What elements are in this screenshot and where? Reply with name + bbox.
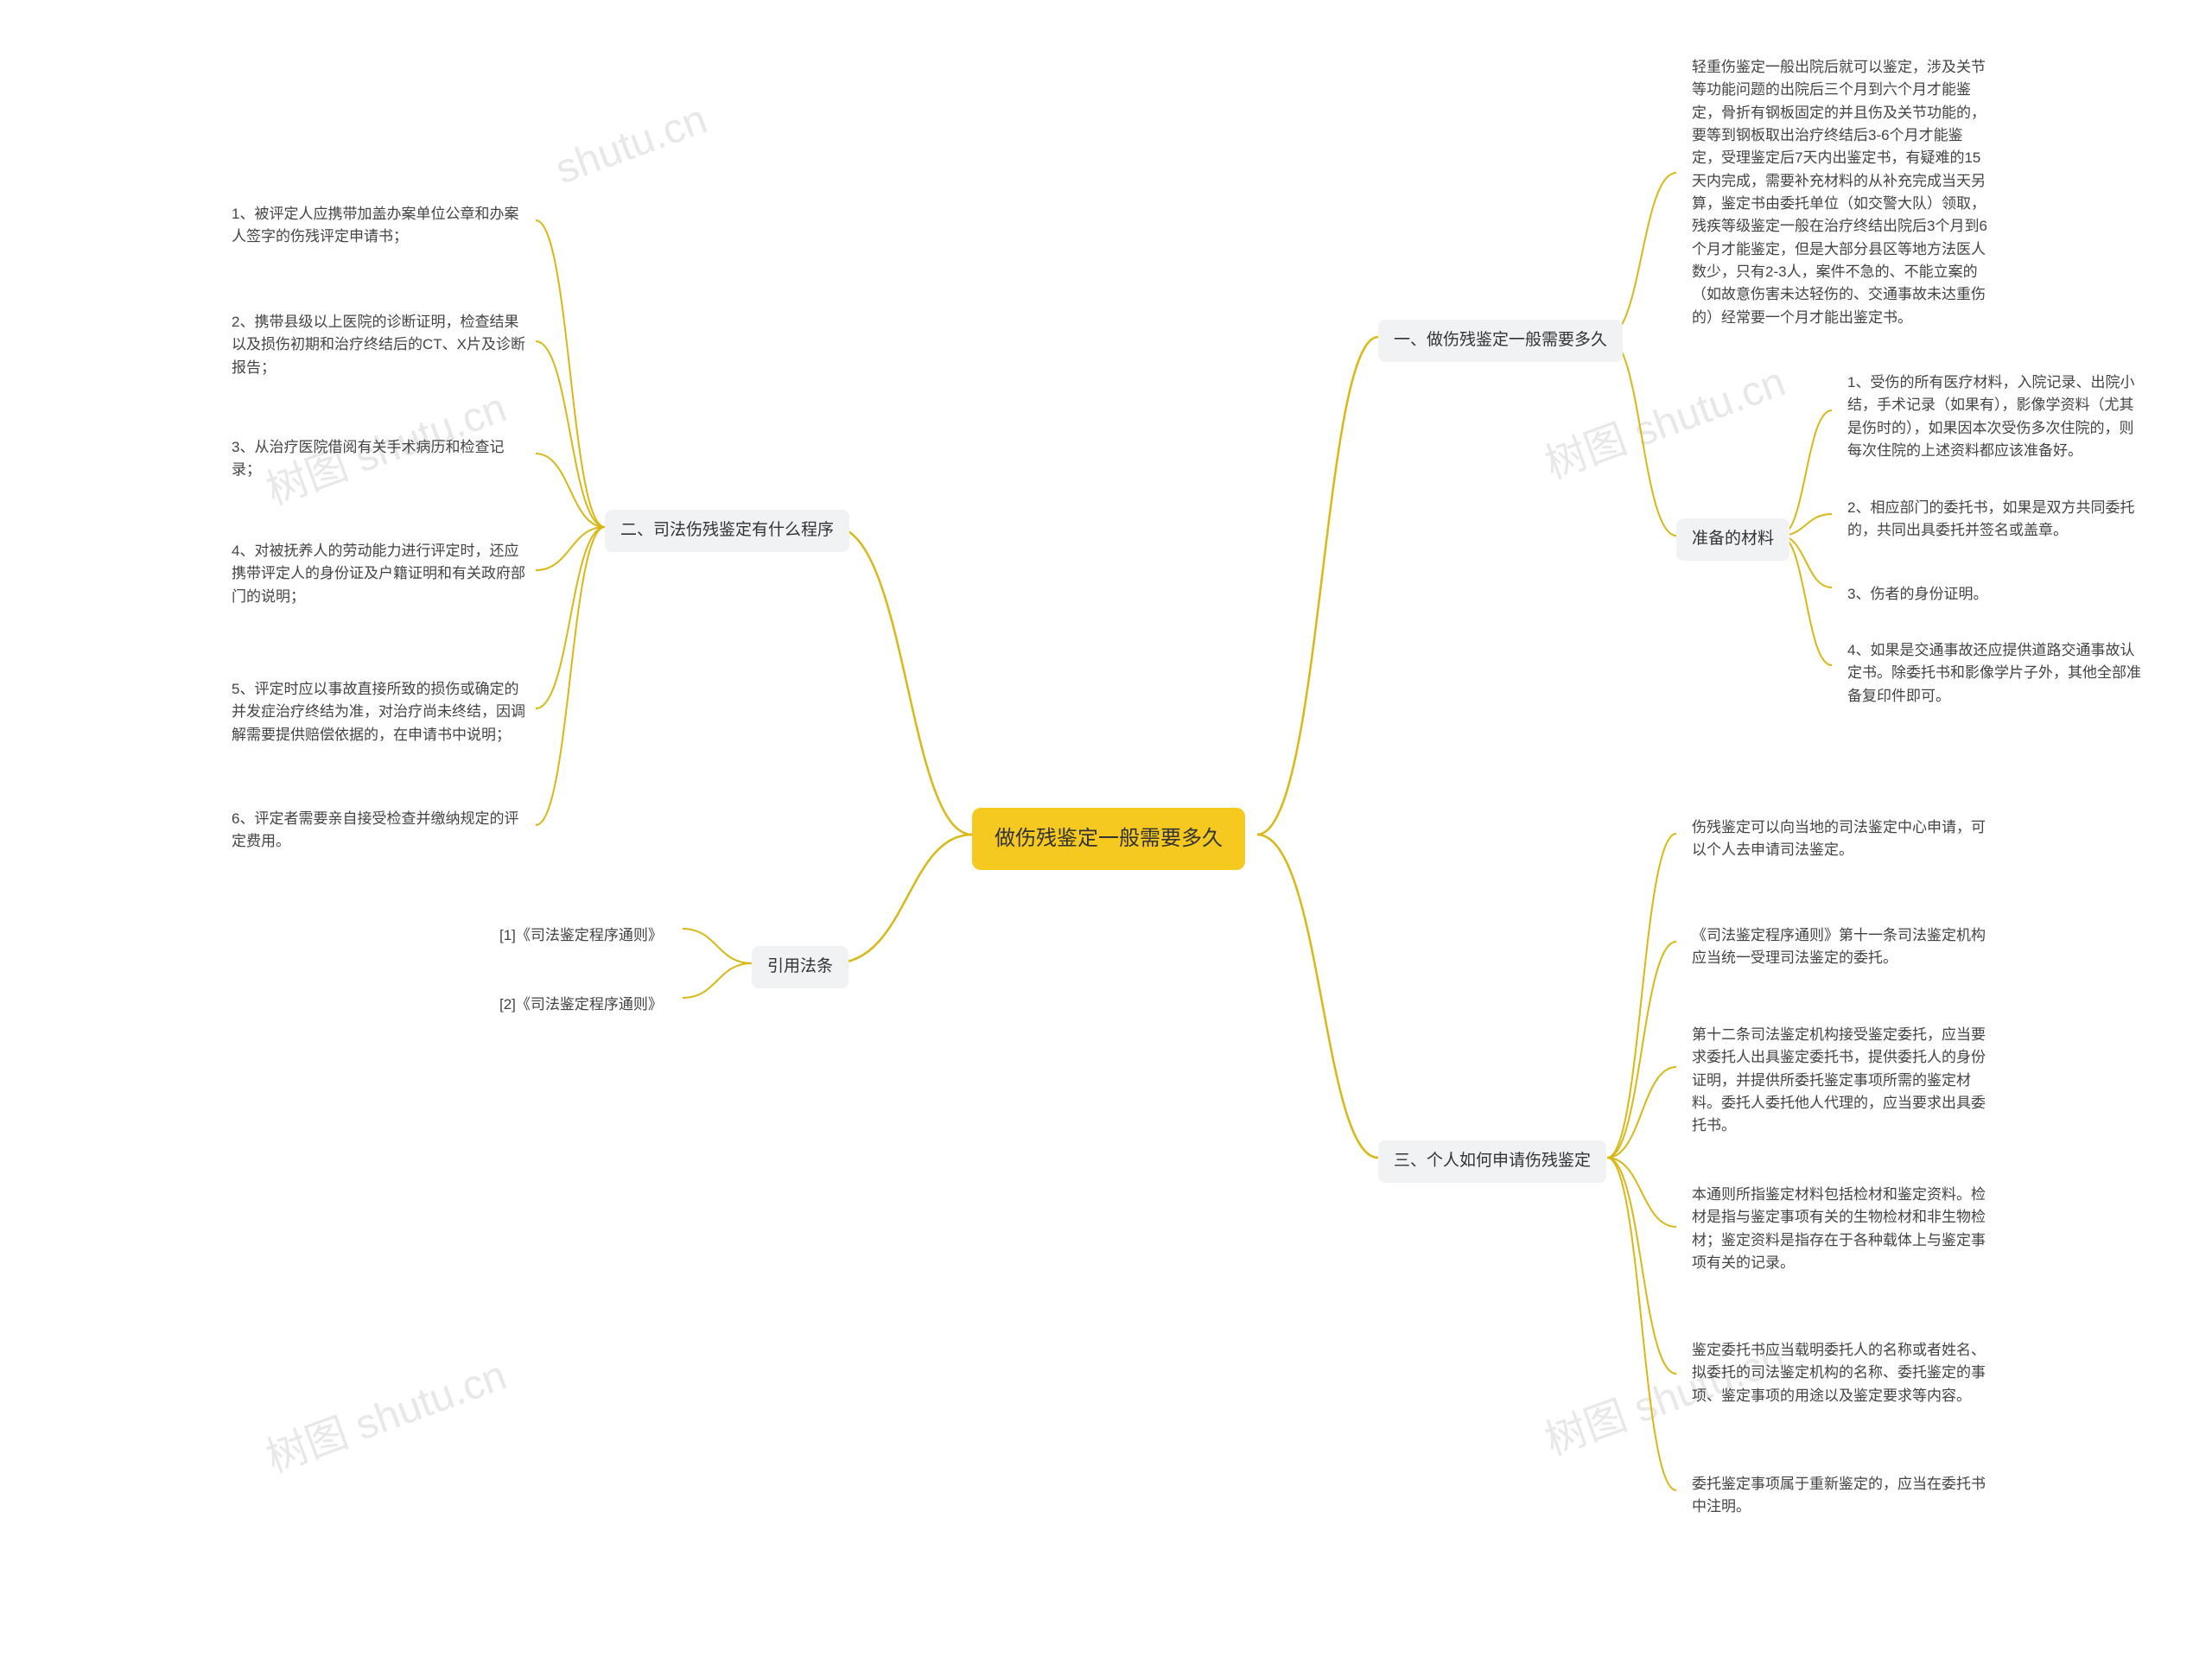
watermark: 树图 shutu.cn — [257, 1341, 513, 1483]
root-node[interactable]: 做伤残鉴定一般需要多久 — [972, 808, 1245, 870]
leaf-proc-4: 4、对被抚养人的劳动能力进行评定时，还应携带评定人的身份证及户籍证明和有关政府部… — [216, 531, 544, 617]
branch-procedure[interactable]: 二、司法伤残鉴定有什么程序 — [605, 510, 849, 552]
leaf-apply-4: 本通则所指鉴定材料包括检材和鉴定资料。检材是指与鉴定事项有关的生物检材和非生物检… — [1676, 1175, 2005, 1283]
leaf-proc-3: 3、从治疗医院借阅有关手术病历和检查记录； — [216, 428, 544, 491]
leaf-proc-1: 1、被评定人应携带加盖办案单位公章和办案人签字的伤残评定申请书； — [216, 194, 544, 257]
leaf-cite-2: [2]《司法鉴定程序通则》 — [484, 985, 678, 1025]
leaf-apply-2: 《司法鉴定程序通则》第十一条司法鉴定机构应当统一受理司法鉴定的委托。 — [1676, 916, 2005, 979]
sub-branch-materials[interactable]: 准备的材料 — [1676, 518, 1789, 561]
watermark: 树图 shutu.cn — [1535, 347, 1792, 490]
branch-duration[interactable]: 一、做伤残鉴定一般需要多久 — [1378, 320, 1623, 362]
leaf-proc-6: 6、评定者需要亲自接受检查并缴纳规定的评定费用。 — [216, 799, 544, 862]
branch-citation[interactable]: 引用法条 — [752, 946, 849, 988]
leaf-apply-6: 委托鉴定事项属于重新鉴定的，应当在委托书中注明。 — [1676, 1464, 2005, 1527]
leaf-proc-5: 5、评定时应以事故直接所致的损伤或确定的并发症治疗终结为准，对治疗尚未终结，因调… — [216, 670, 544, 755]
leaf-apply-5: 鉴定委托书应当载明委托人的名称或者姓名、拟委托的司法鉴定机构的名称、委托鉴定的事… — [1676, 1330, 2005, 1416]
leaf-cite-1: [1]《司法鉴定程序通则》 — [484, 916, 678, 956]
branch-apply[interactable]: 三、个人如何申请伤残鉴定 — [1378, 1140, 1606, 1183]
leaf-proc-2: 2、携带县级以上医院的诊断证明，检查结果以及损伤初期和治疗终结后的CT、X片及诊… — [216, 302, 544, 388]
leaf-duration-main: 轻重伤鉴定一般出院后就可以鉴定，涉及关节等功能问题的出院后三个月到六个月才能鉴定… — [1676, 48, 2005, 338]
leaf-apply-1: 伤残鉴定可以向当地的司法鉴定中心申请，可以个人去申请司法鉴定。 — [1676, 808, 2005, 871]
leaf-material-2: 2、相应部门的委托书，如果是双方共同委托的，共同出具委托并签名或盖章。 — [1832, 488, 2160, 551]
leaf-apply-3: 第十二条司法鉴定机构接受鉴定委托，应当要求委托人出具鉴定委托书，提供委托人的身份… — [1676, 1015, 2005, 1146]
watermark: shutu.cn — [550, 96, 713, 194]
leaf-material-3: 3、伤者的身份证明。 — [1832, 575, 2003, 614]
leaf-material-4: 4、如果是交通事故还应提供道路交通事故认定书。除委托书和影像学片子外，其他全部准… — [1832, 631, 2160, 716]
leaf-material-1: 1、受伤的所有医疗材料，入院记录、出院小结，手术记录（如果有），影像学资料（尤其… — [1832, 363, 2160, 471]
